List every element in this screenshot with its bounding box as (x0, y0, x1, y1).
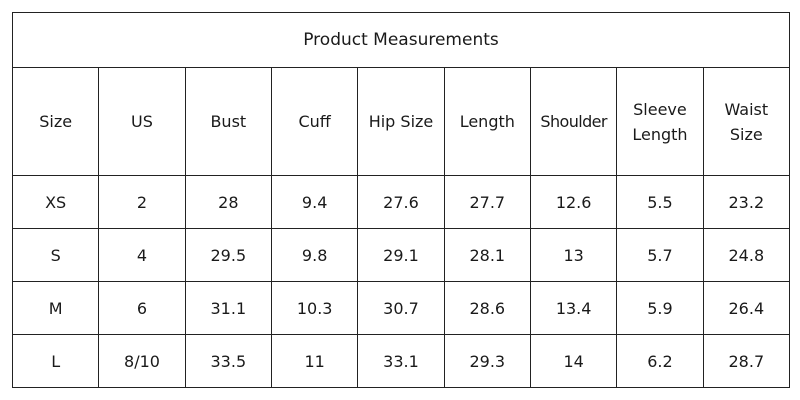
column-header-text: Waist Size (724, 99, 769, 144)
table-title: Product Measurements (12, 12, 790, 68)
table-cell: 9.8 (270, 228, 359, 282)
table-cell: 10.3 (270, 281, 359, 335)
header-row: Size US Bust Cuff Hip Size Length Shoulder Slee… (11, 67, 791, 176)
table-cell: 13.4 (529, 281, 618, 335)
column-header-text: US (131, 112, 153, 131)
table-cell: XS (11, 175, 100, 229)
table-cell: 2 (98, 175, 186, 229)
table-cell: L (11, 334, 100, 388)
table-cell: 28 (184, 175, 272, 229)
table-cell: 5.5 (616, 175, 704, 229)
column-header: Hip Size (357, 67, 445, 176)
table-cell: 5.9 (616, 281, 704, 335)
table-cell: 6.2 (616, 334, 704, 388)
data-row: S 4 29.5 9.8 29.1 28.1 13 5.7 24.8 (11, 228, 791, 282)
table-cell: 4 (98, 228, 186, 282)
table-cell: 29.5 (184, 228, 272, 282)
table-cell: 30.7 (357, 281, 445, 335)
table-cell: 33.5 (184, 334, 272, 388)
column-header: US (98, 67, 186, 176)
table-cell: 8/10 (98, 334, 186, 388)
table-cell: 27.6 (357, 175, 445, 229)
table-cell: 28.7 (702, 334, 791, 388)
table-cell: 23.2 (702, 175, 791, 229)
column-header: Sleeve Length (616, 67, 704, 176)
table-cell: 12.6 (529, 175, 618, 229)
column-header: Size (11, 67, 100, 176)
table-cell: M (11, 281, 100, 335)
table-cell: 28.6 (443, 281, 531, 335)
column-header-text: Hip Size (368, 112, 434, 131)
table-cell: 29.1 (357, 228, 445, 282)
column-header: Shoulder (529, 67, 618, 176)
table-cell: 14 (529, 334, 618, 388)
table-cell: 11 (270, 334, 359, 388)
table-cell: 24.8 (702, 228, 791, 282)
table-cell: 9.4 (270, 175, 359, 229)
measurements-table: Product Measurements Size US Bust Cuff Hip S… (11, 12, 791, 388)
column-header: Bust (184, 67, 272, 176)
table-cell: 27.7 (443, 175, 531, 229)
table-cell: 13 (529, 228, 618, 282)
table-cell: 26.4 (702, 281, 791, 335)
column-header: Waist Size (702, 67, 791, 176)
column-header-text: Bust (210, 112, 247, 131)
column-header-text: Cuff (298, 112, 331, 131)
column-header: Length (443, 67, 531, 176)
data-row: XS 2 28 9.4 27.6 27.7 12.6 5.5 23.2 (11, 175, 791, 229)
table-cell: 29.3 (443, 334, 531, 388)
column-header-text: Size (39, 112, 73, 131)
table-cell: S (11, 228, 100, 282)
column-header-text: Sleeve Length (632, 99, 688, 144)
data-row: M 6 31.1 10.3 30.7 28.6 13.4 5.9 26.4 (11, 281, 791, 335)
table-body: Product Measurements Size US Bust Cuff Hip S… (11, 12, 791, 388)
table-cell: 31.1 (184, 281, 272, 335)
table-cell: 5.7 (616, 228, 704, 282)
column-header-text: Shoulder (540, 112, 607, 131)
data-row: L 8/10 33.5 11 33.1 29.3 14 6.2 28.7 (11, 334, 791, 388)
column-header-text: Length (459, 112, 515, 131)
title-row: Product Measurements (12, 12, 790, 68)
column-header: Cuff (270, 67, 359, 176)
table-cell: 28.1 (443, 228, 531, 282)
table-cell: 6 (98, 281, 186, 335)
table-cell: 33.1 (357, 334, 445, 388)
